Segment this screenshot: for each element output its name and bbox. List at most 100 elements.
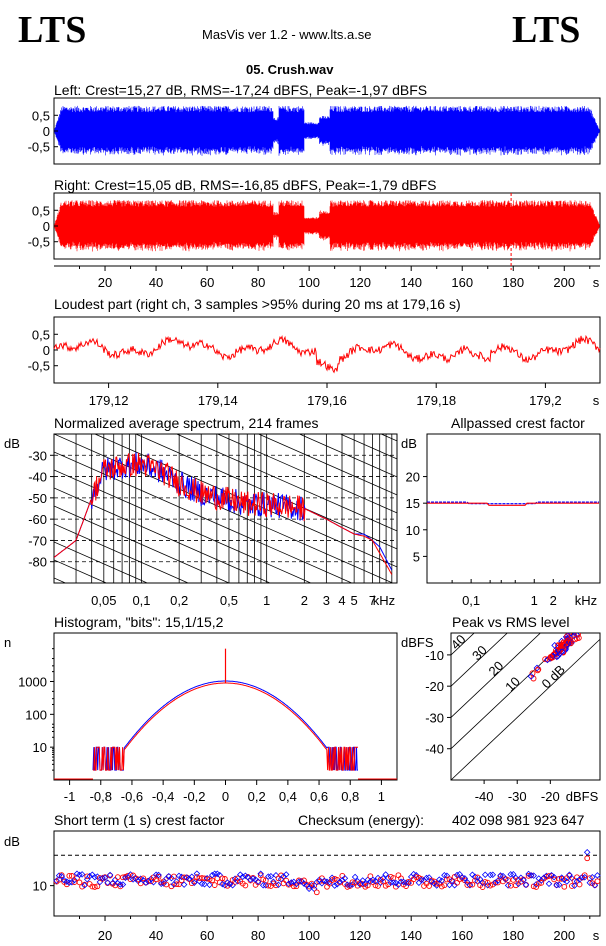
histogram-left-trace xyxy=(92,680,358,771)
short-term-point xyxy=(413,871,420,879)
short-term-xtick-label: 40 xyxy=(149,928,163,943)
short-term-point xyxy=(267,873,275,880)
spectrum-slope-line xyxy=(54,434,394,583)
short-term-point xyxy=(576,876,583,883)
short-term-point xyxy=(400,878,407,886)
loudest-part-frame xyxy=(53,316,601,384)
spectrum-ytick-label: -60 xyxy=(28,512,47,527)
crest-ytick-label: 5 xyxy=(413,549,420,564)
short-term-point xyxy=(58,872,65,880)
short-term-point xyxy=(273,882,279,889)
spectrum-xtick-label: 5 xyxy=(351,593,358,608)
short-term-point xyxy=(430,880,438,887)
left-waveform-ytick-label: 0,5 xyxy=(32,108,50,123)
short-term-point xyxy=(155,871,162,879)
short-term-point xyxy=(265,882,272,889)
spectrum-ytick-label: -70 xyxy=(28,533,47,548)
short-term-point xyxy=(375,883,381,889)
peak-rms-point xyxy=(551,642,559,649)
peak-rms-frame xyxy=(450,632,601,781)
short-term-point xyxy=(185,875,193,882)
short-term-point xyxy=(175,872,183,880)
short-term-point xyxy=(453,871,461,879)
spectrum-xtick-label: 4 xyxy=(338,593,345,608)
right-waveform-title: Right: Crest=15,05 dB, RMS=-16,85 dBFS, … xyxy=(54,177,437,193)
spectrum-xtick-label: 2 xyxy=(301,593,308,608)
short-term-point xyxy=(63,878,71,885)
loudest-ytick-label: 0,5 xyxy=(32,327,50,342)
short-term-point xyxy=(254,878,262,885)
peak-rms-xtick-label: -40 xyxy=(475,789,494,804)
short-term-point xyxy=(104,879,111,886)
short-term-point xyxy=(392,879,400,887)
spectrum-xtick-label: 3 xyxy=(323,593,330,608)
peak-rms-diagonal xyxy=(451,633,575,750)
short-term-point xyxy=(211,882,218,888)
short-term-point xyxy=(581,873,588,881)
short-term-point xyxy=(479,884,486,890)
short-term-point xyxy=(239,873,247,881)
waveform-xtick-label: 120 xyxy=(349,275,371,290)
spectrum-ylabel: dB xyxy=(4,436,20,451)
short-term-xtick-label: 160 xyxy=(451,928,473,943)
spectrum-xtick-label: 0,1 xyxy=(132,593,150,608)
short-term-point xyxy=(81,882,88,889)
short-term-point xyxy=(165,872,173,880)
short-term-point xyxy=(543,872,550,880)
short-term-xtick-label: 200 xyxy=(553,928,575,943)
short-term-xtick-label: 120 xyxy=(349,928,371,943)
short-term-point xyxy=(525,870,532,878)
short-term-point xyxy=(282,871,290,878)
spectrum-left-trace xyxy=(54,452,393,571)
short-term-x-unit: s xyxy=(593,928,600,943)
short-term-point xyxy=(89,871,96,879)
crest-factor-title: Allpassed crest factor xyxy=(451,415,585,431)
short-term-point xyxy=(515,880,522,888)
short-term-point xyxy=(415,879,423,886)
short-term-point xyxy=(349,879,356,886)
loudest-xtick-label: 179,12 xyxy=(89,393,129,408)
peak-rms-point xyxy=(529,670,536,677)
left-waveform-ytick-label: 0 xyxy=(43,124,50,139)
short-term-point xyxy=(58,872,65,878)
short-term-point xyxy=(469,871,476,878)
short-term-point xyxy=(114,874,121,880)
short-term-point xyxy=(385,881,392,888)
peak-rms-diagonal xyxy=(451,633,541,718)
short-term-xtick-label: 80 xyxy=(251,928,265,943)
short-term-point xyxy=(305,885,313,893)
short-term-point xyxy=(208,871,216,879)
short-term-point xyxy=(111,876,119,884)
short-term-ylabel: dB xyxy=(4,834,20,849)
short-term-point xyxy=(458,874,466,881)
short-term-xtick-label: 140 xyxy=(400,928,422,943)
spectrum-ytick-label: -80 xyxy=(28,555,47,570)
crest-ylabel: dB xyxy=(401,436,417,451)
spectrum-slope-line xyxy=(54,505,230,583)
short-term-point xyxy=(76,879,83,886)
short-term-point xyxy=(523,881,529,888)
short-term-point xyxy=(150,878,157,886)
peak-rms-point xyxy=(567,640,574,647)
loudest-xtick-label: 179,2 xyxy=(529,393,562,408)
spectrum-slope-line xyxy=(298,434,397,478)
peak-rms-point xyxy=(534,667,541,674)
short-term-point xyxy=(249,875,257,882)
short-term-xtick-label: 60 xyxy=(200,928,214,943)
right-waveform-ytick-label: 0 xyxy=(43,219,50,234)
loudest-part-title: Loudest part (right ch, 3 samples >95% d… xyxy=(54,296,461,312)
crest-ytick-label: 15 xyxy=(406,496,420,511)
short-term-point xyxy=(219,880,226,888)
waveform-xtick-label: 140 xyxy=(400,275,422,290)
right-waveform-trace xyxy=(54,200,600,252)
crest-frame xyxy=(426,433,601,584)
checksum-label: Checksum (energy): xyxy=(298,812,425,828)
short-term-point xyxy=(359,877,366,884)
short-term-point xyxy=(73,870,81,877)
short-term-point xyxy=(122,873,129,880)
short-term-point xyxy=(433,882,440,889)
short-term-point xyxy=(318,879,326,887)
short-term-point xyxy=(275,875,282,882)
peak-rms-xtick-label: -30 xyxy=(508,789,527,804)
histogram-ylabel: n xyxy=(4,635,11,650)
